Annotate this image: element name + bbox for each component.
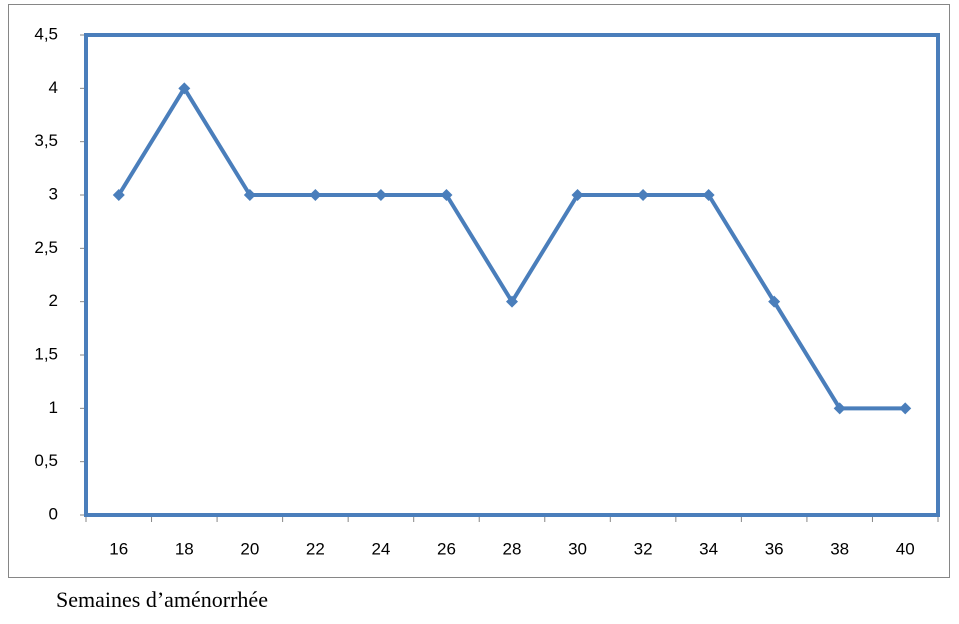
data-marker (506, 295, 518, 308)
x-tick-label: 20 (240, 539, 259, 558)
y-tick-label: 2,5 (34, 238, 58, 257)
data-marker (768, 295, 781, 308)
x-tick-label: 16 (109, 539, 128, 558)
data-marker (440, 189, 453, 201)
x-tick-label: 18 (175, 539, 194, 558)
x-tick-label: 36 (765, 539, 784, 558)
x-tick-label: 26 (437, 539, 456, 558)
x-tick-label: 32 (634, 539, 653, 558)
x-axis-label: Semaines d’aménorrhée (56, 587, 268, 612)
data-marker (374, 189, 387, 201)
data-marker (702, 189, 715, 201)
data-marker (571, 189, 584, 201)
x-tick-label: 24 (371, 539, 390, 558)
data-marker (309, 189, 322, 201)
data-marker (243, 189, 256, 201)
chart-frame (8, 4, 950, 578)
x-tick-label: 34 (699, 539, 718, 558)
data-marker (178, 82, 191, 95)
y-tick-label: 3,5 (34, 131, 58, 150)
x-tick-label: 30 (568, 539, 587, 558)
y-tick-label: 0,5 (34, 451, 58, 470)
x-tick-label: 22 (306, 539, 325, 558)
y-tick-label: 1 (49, 398, 58, 417)
y-tick-label: 4,5 (34, 24, 58, 43)
x-tick-label: 28 (503, 539, 522, 558)
y-tick-label: 2 (49, 291, 58, 310)
data-marker (899, 402, 912, 415)
data-marker (112, 189, 125, 201)
data-marker (637, 189, 650, 201)
y-tick-label: 3 (49, 184, 58, 203)
y-tick-label: 1,5 (34, 344, 58, 363)
data-marker (833, 402, 846, 415)
y-tick-label: 0 (49, 504, 58, 523)
y-tick-label: 4 (49, 78, 58, 97)
plot-border (84, 33, 940, 517)
x-tick-label: 38 (830, 539, 849, 558)
x-tick-label: 40 (896, 539, 915, 558)
